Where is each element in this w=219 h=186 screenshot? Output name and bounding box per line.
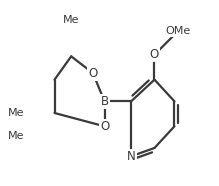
Text: O: O <box>100 120 109 133</box>
Text: O: O <box>88 67 97 79</box>
Text: Me: Me <box>8 108 25 118</box>
Text: O: O <box>150 48 159 61</box>
Text: Me: Me <box>8 131 25 141</box>
Text: N: N <box>127 150 136 163</box>
Text: Me: Me <box>63 15 79 25</box>
Text: B: B <box>101 95 109 108</box>
Text: OMe: OMe <box>165 26 190 36</box>
